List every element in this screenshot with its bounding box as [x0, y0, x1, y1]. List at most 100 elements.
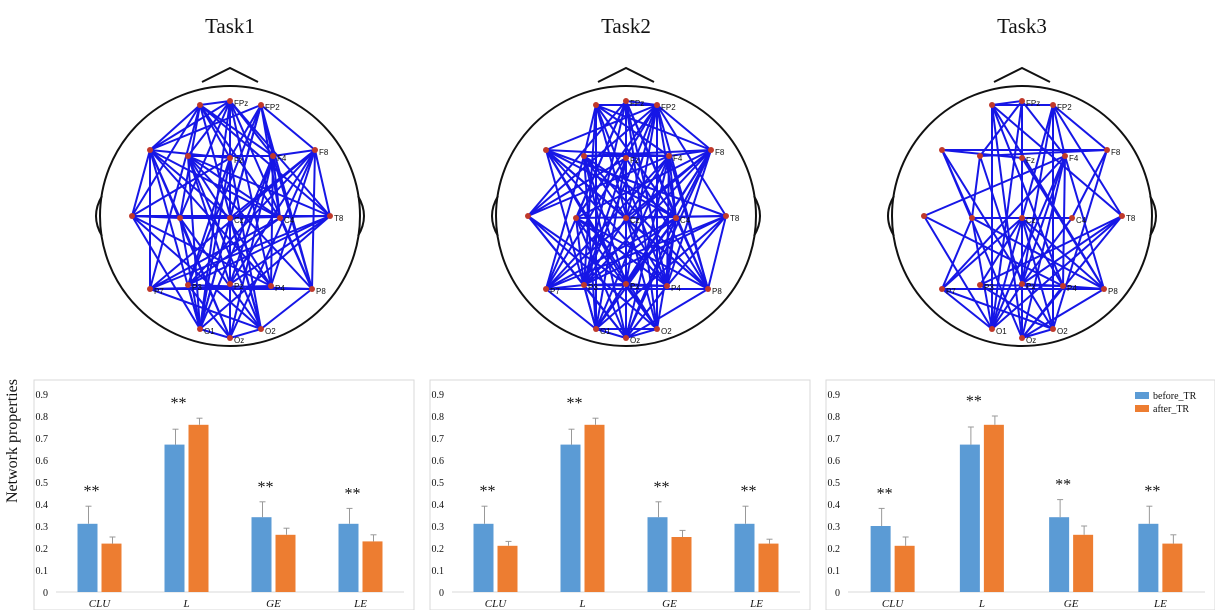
edge [527, 157, 627, 217]
y-tick-label: 0.5 [432, 478, 445, 489]
edge [527, 155, 670, 217]
electrode-label-p3: P3 [588, 283, 598, 292]
electrode-p8 [705, 286, 711, 292]
edge [923, 215, 1064, 287]
bar-before-tr-l [560, 444, 581, 592]
x-tick-label-ge: GE [266, 598, 281, 610]
edge [707, 215, 727, 290]
electrode-label-p8: P8 [712, 287, 722, 296]
electrode-o1 [197, 326, 203, 332]
y-tick-label: 0.2 [36, 544, 49, 555]
electrode-label-c4: C4 [284, 216, 295, 225]
electrode-p4 [1060, 283, 1066, 289]
edge [941, 155, 1066, 290]
electrode-label-cz: Cz [1026, 216, 1036, 225]
electrode-f3 [977, 153, 983, 159]
electrode-label-fp2: FP2 [265, 103, 280, 112]
edge [149, 217, 281, 290]
significance-marker: ** [741, 483, 757, 500]
bar-before-tr-clu [870, 526, 891, 592]
electrode-label-oz: Oz [234, 336, 244, 345]
edge [575, 217, 627, 339]
edge [625, 328, 658, 339]
edge [199, 104, 281, 219]
edge [131, 215, 181, 219]
x-tick-label-clu: CLU [89, 598, 111, 610]
electrode-fpz [1019, 98, 1025, 104]
electrode-label-p4: P4 [275, 284, 285, 293]
edge [971, 217, 1105, 290]
electrode-label-fp2: FP2 [661, 103, 676, 112]
nose [597, 66, 655, 83]
edge [583, 217, 677, 286]
electrode-c3 [177, 215, 183, 221]
electrode-fp1 [593, 102, 599, 108]
significance-marker: ** [1055, 477, 1071, 494]
edge [527, 215, 627, 285]
y-tick-label: 0.1 [36, 566, 49, 577]
electrode-o2 [258, 326, 264, 332]
edge [595, 328, 627, 339]
edge [1021, 100, 1066, 157]
edge [1062, 155, 1066, 287]
electrode-oz [1019, 335, 1025, 341]
bar-after-tr-l [983, 424, 1004, 592]
electrode-f3 [185, 153, 191, 159]
electrode-label-t8: T8 [334, 214, 344, 223]
legend-label-0: before_TR [1153, 391, 1197, 402]
edge [1052, 104, 1123, 217]
significance-marker: ** [480, 483, 496, 500]
edge [314, 149, 331, 217]
electrode-label-cz: Cz [630, 216, 640, 225]
bar-before-tr-ge [647, 517, 668, 592]
edge [131, 157, 231, 217]
electrode-label-p7: P7 [946, 287, 956, 296]
edge [149, 104, 201, 290]
edge [1021, 328, 1054, 339]
x-tick-label-l: L [578, 598, 585, 610]
electrode-f8 [1104, 147, 1110, 153]
electrode-t8 [723, 213, 729, 219]
electrode-label-p3: P3 [984, 283, 994, 292]
electrode-label-o1: O1 [600, 327, 611, 336]
electrode-p3 [977, 282, 983, 288]
edge [131, 215, 272, 287]
bar-before-tr-clu [473, 523, 494, 592]
electrode-label-f8: F8 [715, 148, 725, 157]
x-tick-label-le: LE [1153, 598, 1167, 610]
electrode-f3 [581, 153, 587, 159]
significance-marker: ** [345, 485, 361, 502]
electrode-label-p8: P8 [1108, 287, 1118, 296]
edge [575, 215, 727, 219]
electrode-c4 [277, 215, 283, 221]
edge [545, 149, 627, 219]
edge [625, 155, 670, 339]
x-tick-label-clu: CLU [485, 598, 507, 610]
bar-after-tr-ge [275, 534, 296, 592]
edge [668, 155, 709, 290]
edge [625, 283, 668, 287]
electrode-label-f8: F8 [319, 148, 329, 157]
edge [199, 157, 231, 330]
electrode-p7 [939, 286, 945, 292]
y-tick-label: 0.9 [432, 390, 445, 401]
edge [1021, 155, 1066, 339]
edge [625, 155, 670, 219]
edge [583, 104, 597, 157]
y-tick-label: 0.4 [36, 500, 49, 511]
edge [1052, 104, 1066, 157]
electrode-t7 [921, 213, 927, 219]
significance-marker: ** [84, 483, 100, 500]
electrode-label-fz: Fz [234, 156, 243, 165]
edge [941, 217, 973, 290]
electrode-f8 [312, 147, 318, 153]
y-tick-label: 0.9 [828, 390, 841, 401]
electrode-label-fz: Fz [630, 156, 639, 165]
electrode-c3 [969, 215, 975, 221]
bar-before-tr-l [164, 444, 185, 592]
electrode-label-p8: P8 [316, 287, 326, 296]
edge [979, 215, 1123, 286]
electrode-cz [227, 215, 233, 221]
y-tick-label: 0.6 [36, 456, 49, 467]
electrode-p7 [147, 286, 153, 292]
